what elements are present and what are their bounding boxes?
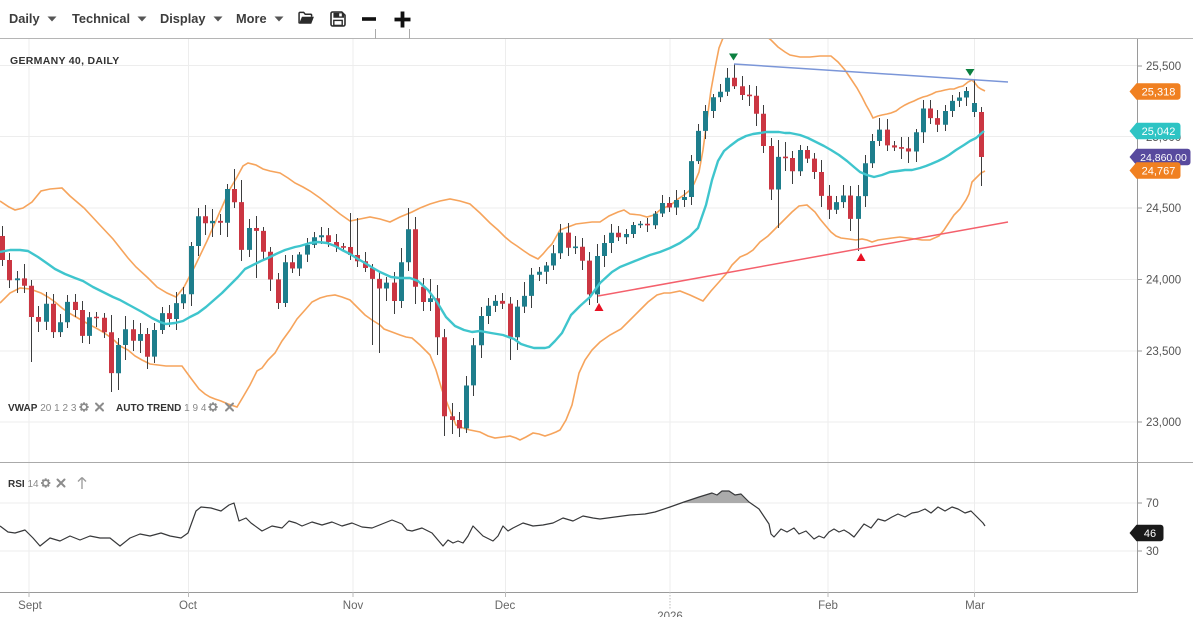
svg-text:AUTO TREND 1 9 4: AUTO TREND 1 9 4: [116, 403, 207, 414]
svg-text:RSI 14: RSI 14: [8, 479, 39, 490]
svg-text:23,500: 23,500: [1146, 346, 1181, 358]
svg-text:23,000: 23,000: [1146, 417, 1181, 429]
svg-text:24,000: 24,000: [1146, 275, 1181, 287]
svg-text:25,042: 25,042: [1142, 126, 1176, 138]
svg-text:2026: 2026: [657, 611, 683, 617]
svg-text:30: 30: [1146, 546, 1159, 558]
svg-text:24,860.00: 24,860.00: [1140, 152, 1187, 164]
svg-text:Mar: Mar: [965, 600, 985, 612]
svg-text:VWAP 20 1 2 3: VWAP 20 1 2 3: [8, 403, 77, 414]
svg-text:Feb: Feb: [818, 600, 838, 612]
svg-text:Dec: Dec: [495, 600, 516, 612]
svg-text:Sept: Sept: [18, 600, 42, 612]
svg-text:Nov: Nov: [343, 600, 364, 612]
svg-text:Oct: Oct: [179, 600, 198, 612]
svg-text:25,500: 25,500: [1146, 61, 1181, 73]
svg-text:24,767: 24,767: [1142, 165, 1176, 177]
svg-text:25,318: 25,318: [1142, 86, 1176, 98]
svg-text:GERMANY 40, DAILY: GERMANY 40, DAILY: [10, 55, 120, 67]
svg-text:70: 70: [1146, 498, 1159, 510]
svg-text:46: 46: [1144, 528, 1156, 540]
svg-text:24,500: 24,500: [1146, 203, 1181, 215]
